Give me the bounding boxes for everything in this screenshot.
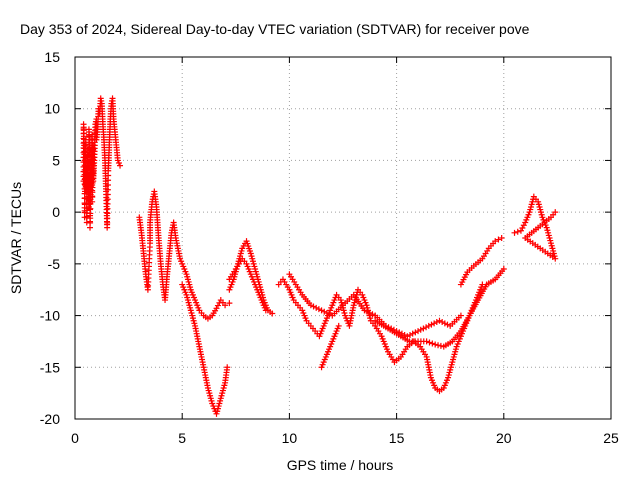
data-point [426,339,433,346]
data-point [318,307,325,314]
series-descending-arc [136,188,233,322]
series-early-scatter [80,95,124,231]
data-point [393,328,400,335]
data-point [382,322,389,329]
series-trough-b [372,266,507,350]
y-tick-label: 10 [44,101,60,117]
data-point [437,342,444,349]
data-point [315,306,322,313]
data-point [401,331,408,338]
data-point [431,320,438,327]
series-trough-c [372,312,464,340]
data-point [361,307,368,314]
y-tick-label: -15 [40,359,60,375]
y-tick-label: -5 [48,256,61,272]
data-point [313,304,320,311]
data-point [226,300,233,307]
data-point [425,322,432,329]
data-point [307,302,314,309]
x-tick-label: 25 [603,430,619,446]
x-axis-label: GPS time / hours [287,457,394,473]
y-tick-label: 15 [44,49,60,65]
data-point [492,238,499,245]
series-trough-a [372,281,486,395]
data-point [433,319,440,326]
data-point [409,330,416,337]
data-point [407,331,413,338]
chart-title: Day 353 of 2024, Sidereal Day-to-day VTE… [20,21,530,37]
x-tick-label: 0 [71,430,79,446]
data-point [420,325,427,332]
plot-area [80,95,559,417]
data-point [423,338,430,345]
data-point [444,321,451,328]
data-point [423,324,430,331]
data-point [321,308,328,315]
x-tick-label: 5 [178,430,186,446]
data-point [396,329,403,336]
plot-frame [74,56,612,420]
data-point [83,213,90,220]
data-point [441,320,448,327]
series-upper-mid [286,271,379,319]
data-point [552,209,559,216]
series-steep-drop [179,281,231,417]
data-point [364,308,371,315]
series-x-cross [511,193,559,262]
data-point [398,330,405,337]
data-point [511,229,518,236]
y-tick-label: 5 [52,152,60,168]
data-point [83,207,90,214]
data-point [323,309,330,316]
data-point [385,324,392,331]
data-point [222,302,229,309]
data-point [500,266,507,273]
data-point [415,328,422,335]
data-point [514,228,521,235]
data-point [435,342,442,349]
y-tick-label: -10 [40,308,60,324]
data-point [369,311,376,318]
data-point [224,364,231,371]
data-point [335,322,342,329]
data-point [432,341,439,348]
data-point [429,340,436,347]
data-point [269,310,276,317]
data-point [85,145,92,152]
data-point [366,309,373,316]
series-low-tail [318,322,342,371]
data-point [412,329,419,336]
data-point [428,321,435,328]
data-point [495,236,502,243]
axes: 0 5 10 15 20 25 15 10 5 0 -5 -10 -15 -20 [40,49,619,446]
data-point [388,325,395,332]
y-tick-label: 0 [52,204,60,220]
x-tick-label: 15 [389,430,405,446]
data-point [117,162,124,169]
data-point [404,333,411,340]
x-tick-label: 20 [496,430,512,446]
data-point [417,326,424,333]
series-rise-late [457,235,505,288]
y-tick-label: -20 [40,411,60,427]
data-point [326,311,333,318]
data-point [390,326,397,333]
data-point [498,235,505,241]
x-tick-label: 10 [282,430,298,446]
data-point [310,303,317,310]
data-point [457,312,464,319]
data-point [439,319,446,326]
series-hump-around-8h [226,238,276,317]
data-point [436,317,443,324]
y-axis-label: SDTVAR / TECUs [8,182,24,294]
data-point [262,307,269,314]
series-second-arc [226,255,269,314]
